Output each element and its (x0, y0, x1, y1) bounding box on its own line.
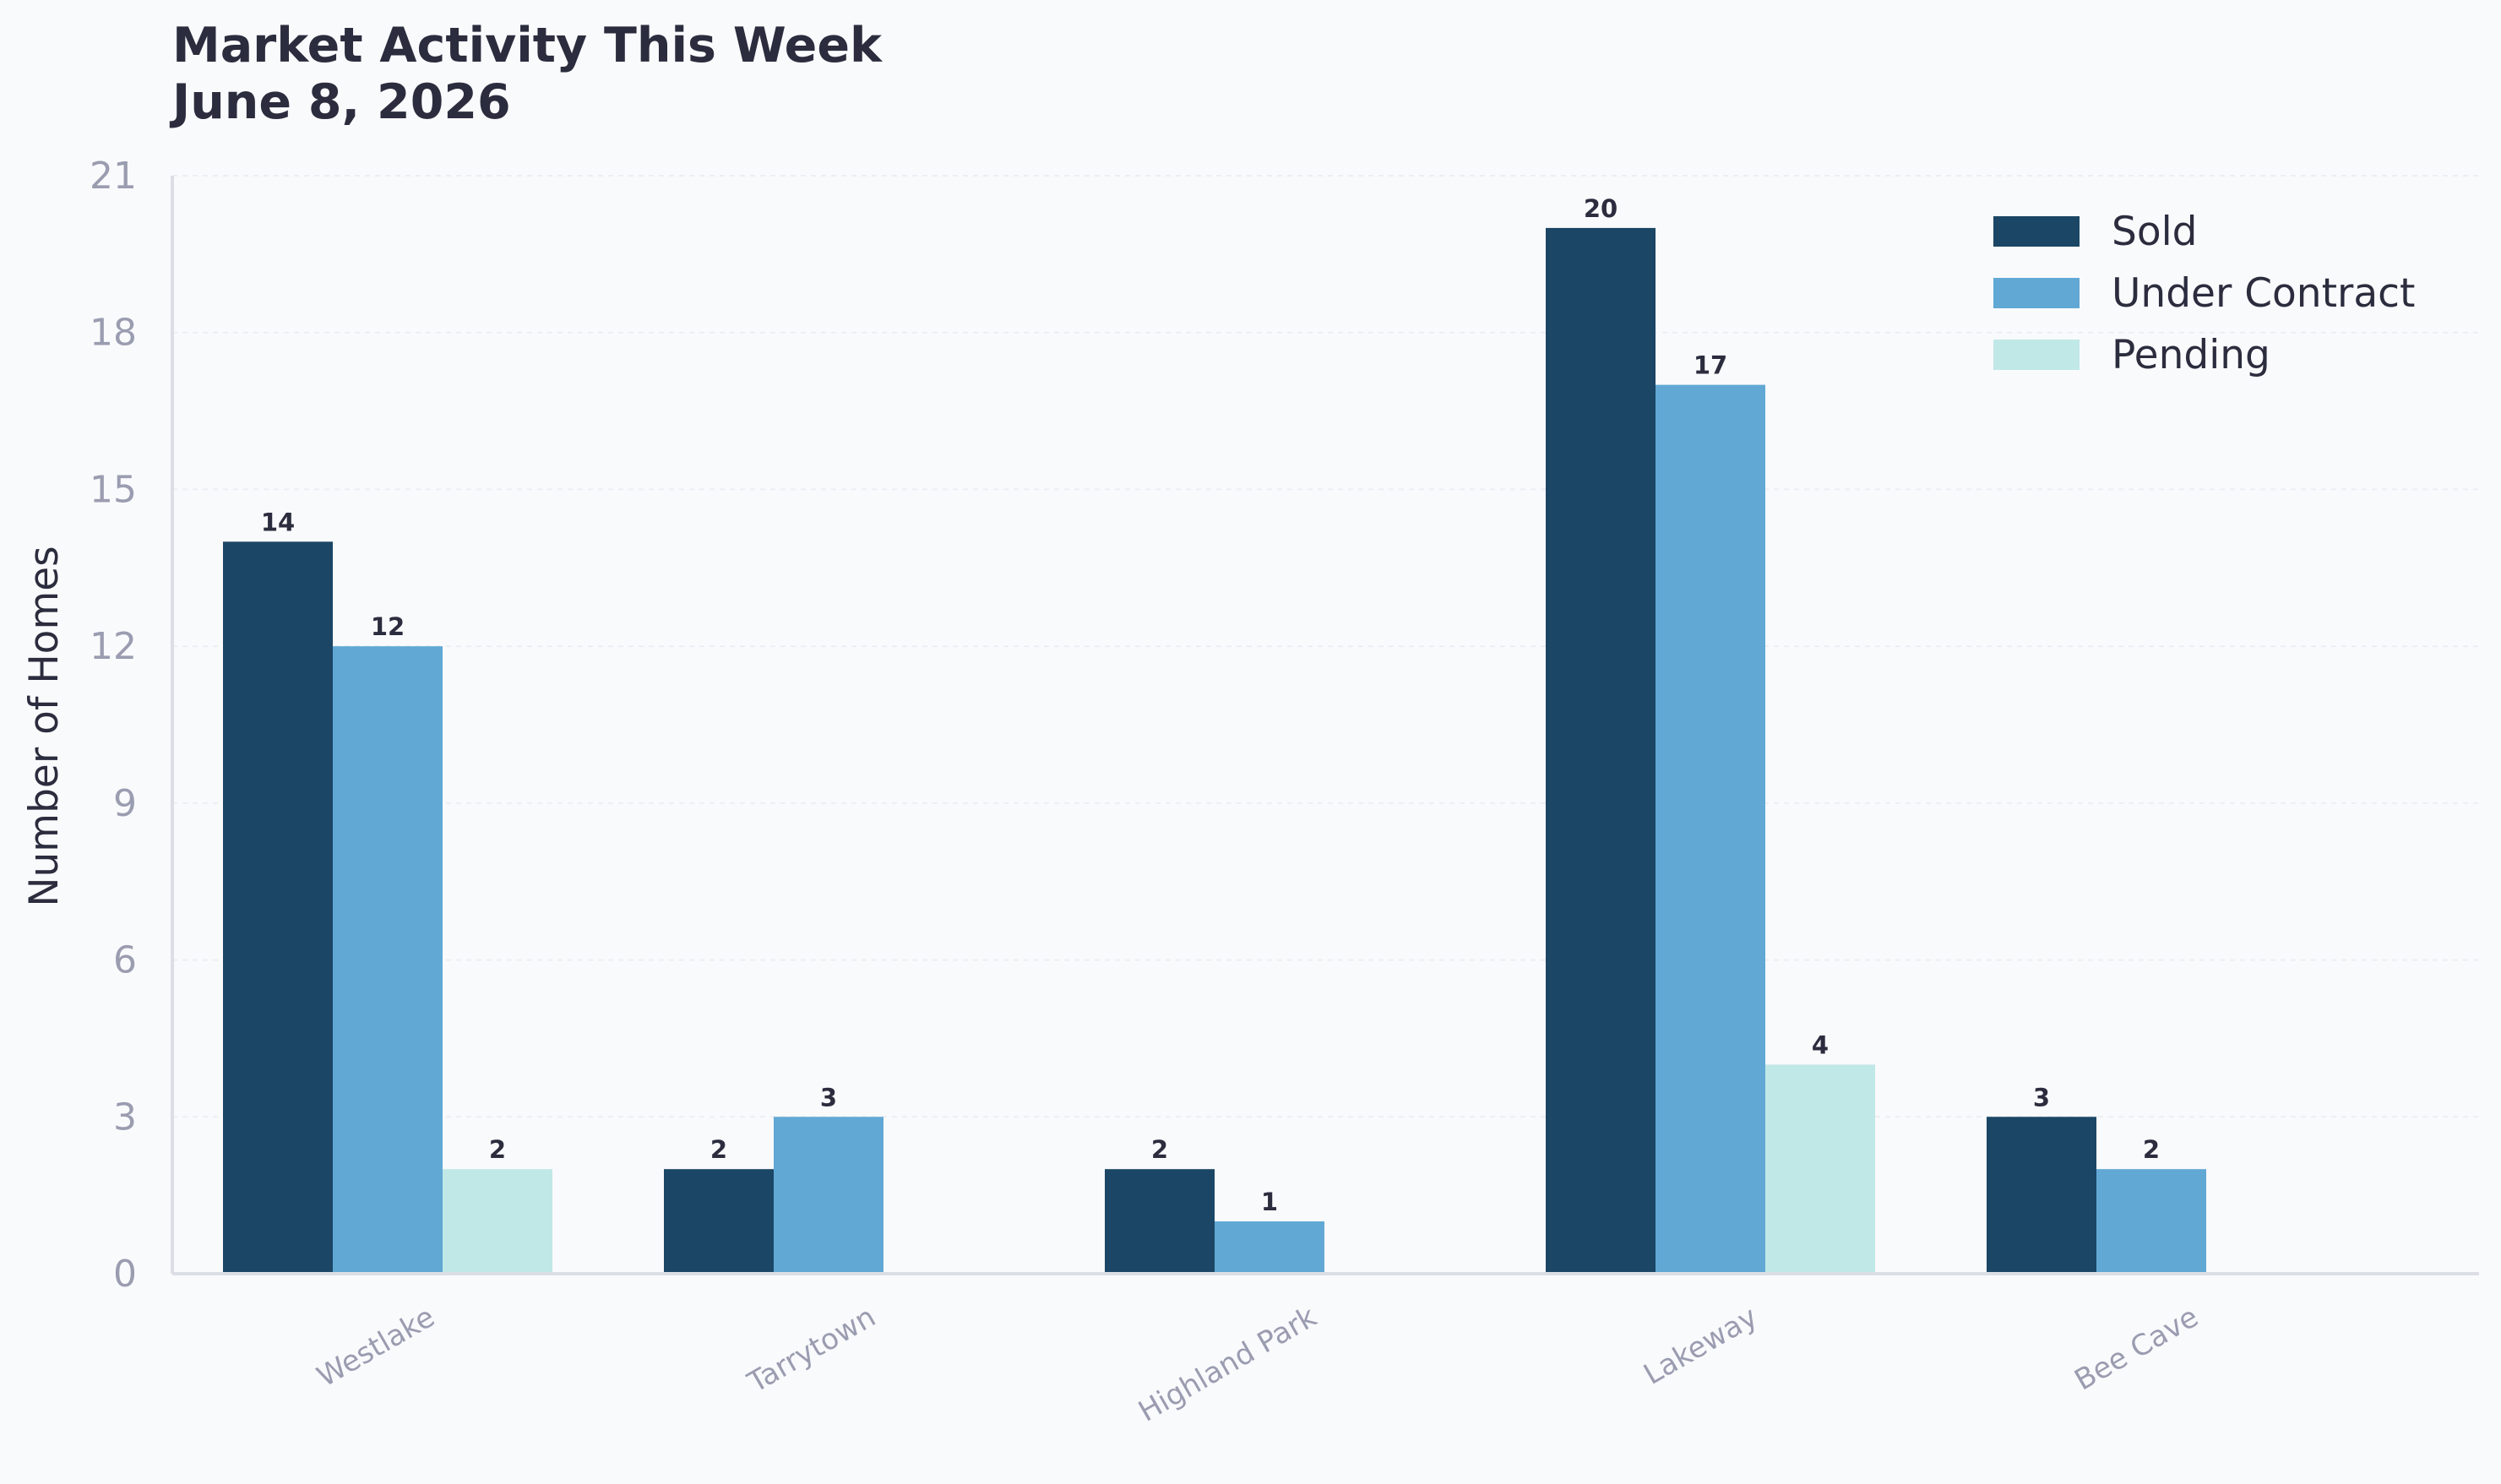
y-axis-label: Number of Homes (21, 546, 68, 906)
bars-layer (223, 227, 2206, 1275)
x-tick-label: Westlake (312, 1300, 441, 1394)
legend-label: Pending (2112, 332, 2270, 378)
x-tick-label: Tarrytown (742, 1300, 881, 1400)
bar-under-contract (1215, 1221, 1324, 1274)
bar-under-contract (1656, 384, 1765, 1275)
y-tick-label: 6 (113, 939, 137, 982)
bar-sold (664, 1169, 774, 1274)
legend: Sold Under Contract Pending (1993, 209, 2415, 378)
y-tick-label: 21 (90, 155, 137, 198)
bar-sold (1546, 227, 1656, 1274)
data-label: 17 (1694, 351, 1727, 380)
x-ticks: Westlake Tarrytown Highland Park Lakeway Bee… (312, 1300, 2205, 1429)
x-tick-label: Lakeway (1638, 1300, 1763, 1392)
grid-layer (172, 175, 2479, 1118)
data-label: 14 (261, 508, 295, 536)
bar-pending (443, 1169, 552, 1274)
legend-swatch (1993, 278, 2080, 308)
legend-swatch (1993, 216, 2080, 247)
y-tick-label: 3 (113, 1095, 137, 1139)
x-tick-label: Bee Cave (2069, 1300, 2205, 1397)
y-tick-label: 9 (113, 782, 137, 825)
bar-under-contract (774, 1117, 884, 1274)
data-labels-layer: 14 12 2 2 3 2 1 20 17 4 3 2 (261, 194, 2160, 1216)
chart-subtitle: June 8, 2026 (169, 74, 511, 130)
data-label: 1 (1261, 1188, 1278, 1216)
data-label: 2 (2143, 1135, 2160, 1164)
data-label: 3 (820, 1083, 837, 1112)
bar-sold (1105, 1169, 1215, 1274)
y-tick-label: 0 (113, 1253, 137, 1296)
y-ticks: 0 3 6 9 12 15 18 21 (90, 155, 137, 1296)
bar-pending (1765, 1064, 1875, 1274)
legend-swatch (1993, 340, 2080, 370)
data-label: 2 (710, 1135, 727, 1164)
y-tick-label: 15 (90, 468, 137, 511)
chart-title-group: Market Activity This Week June 8, 2026 (169, 18, 883, 130)
data-label: 4 (1812, 1030, 1829, 1059)
data-label: 2 (1151, 1135, 1168, 1164)
legend-label: Under Contract (2112, 270, 2415, 317)
data-label: 3 (2033, 1083, 2050, 1112)
y-tick-label: 12 (90, 625, 137, 668)
data-label: 20 (1584, 194, 1617, 223)
bar-sold (223, 541, 333, 1274)
data-label: 2 (489, 1135, 506, 1164)
data-label: 12 (371, 612, 405, 641)
bar-sold (1987, 1117, 2096, 1274)
x-tick-label: Highland Park (1133, 1300, 1323, 1429)
bar-under-contract (2096, 1169, 2206, 1274)
legend-label: Sold (2112, 209, 2197, 255)
y-tick-label: 18 (90, 312, 137, 355)
bar-under-contract (333, 646, 443, 1274)
chart-title: Market Activity This Week (172, 18, 883, 73)
